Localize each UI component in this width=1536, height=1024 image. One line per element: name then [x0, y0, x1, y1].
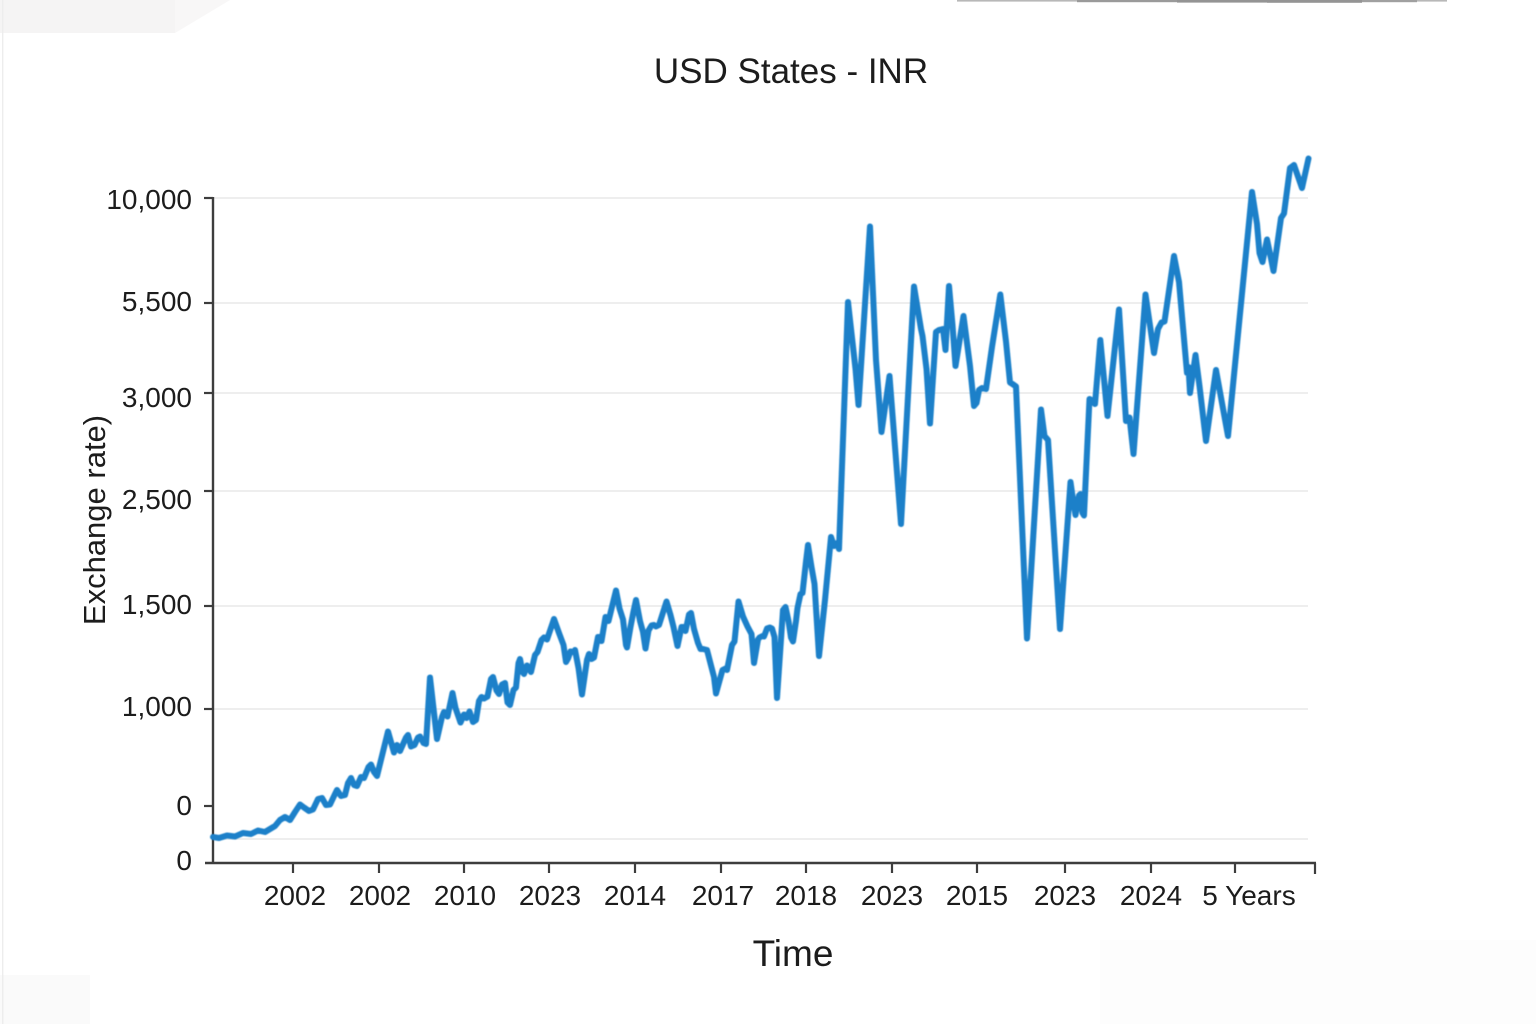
svg-text:2010: 2010	[434, 880, 496, 911]
svg-text:2023: 2023	[861, 880, 923, 911]
svg-text:2002: 2002	[349, 880, 411, 911]
svg-text:3,000: 3,000	[122, 382, 192, 413]
svg-text:2024: 2024	[1120, 880, 1182, 911]
svg-text:5 Years: 5 Years	[1202, 880, 1295, 911]
svg-text:5,500: 5,500	[122, 286, 192, 317]
svg-text:2014: 2014	[604, 880, 666, 911]
svg-text:2023: 2023	[519, 880, 581, 911]
svg-text:USD States - INR: USD States - INR	[654, 52, 928, 91]
svg-text:Exchange rate): Exchange rate)	[77, 415, 112, 625]
svg-text:2018: 2018	[775, 880, 837, 911]
svg-text:Time: Time	[753, 933, 834, 974]
svg-text:2002: 2002	[264, 880, 326, 911]
svg-text:2,500: 2,500	[122, 484, 192, 515]
svg-text:0: 0	[176, 790, 192, 821]
svg-text:0: 0	[176, 845, 192, 876]
svg-text:2017: 2017	[692, 880, 754, 911]
svg-text:2015: 2015	[946, 880, 1008, 911]
svg-text:1,000: 1,000	[122, 691, 192, 722]
svg-text:2023: 2023	[1034, 880, 1096, 911]
svg-text:10,000: 10,000	[106, 184, 192, 215]
svg-text:1,500: 1,500	[122, 589, 192, 620]
